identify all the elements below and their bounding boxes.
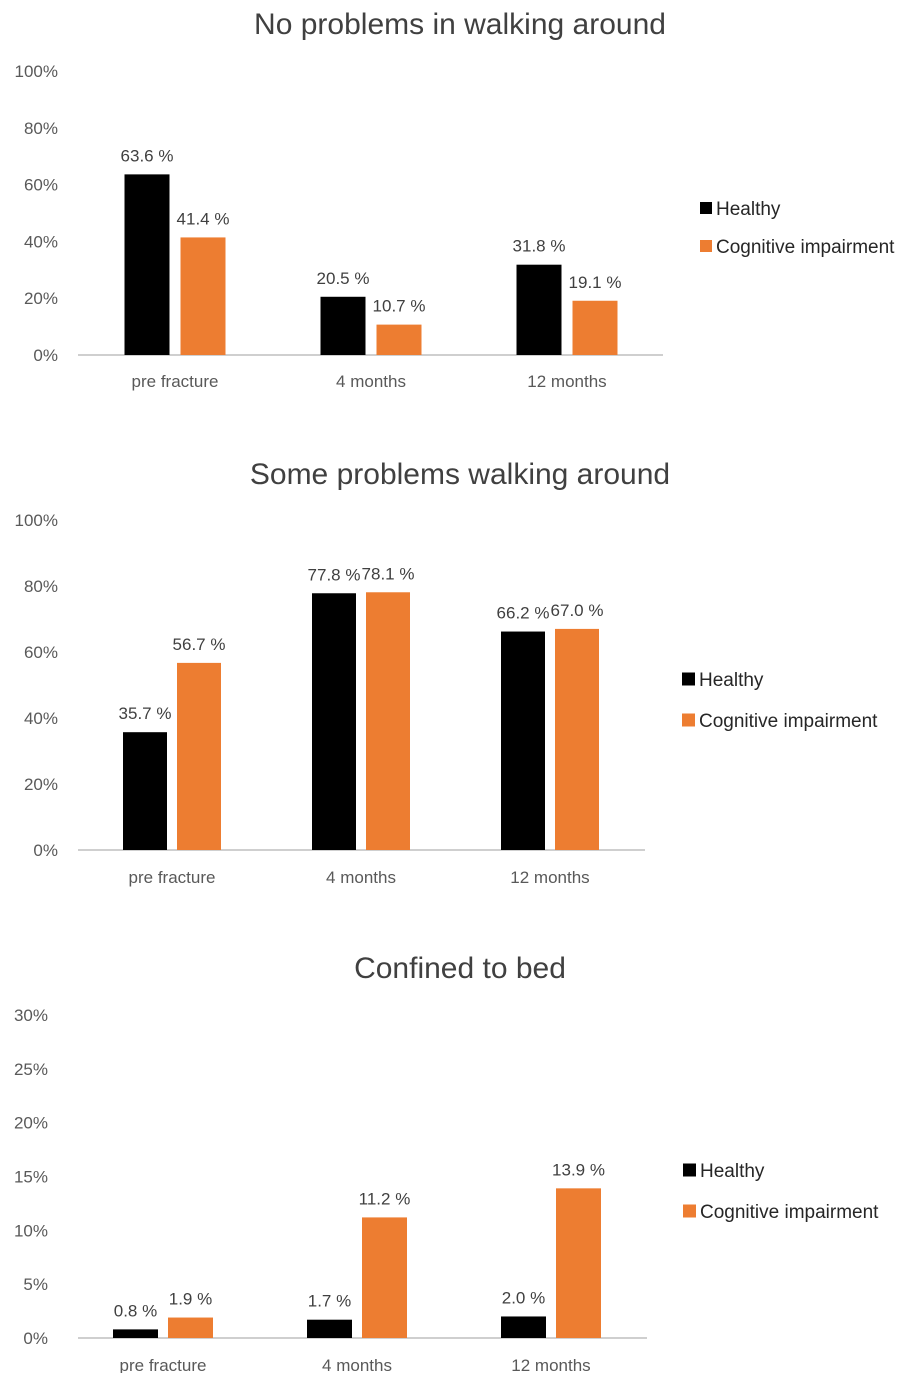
data-label: 1.9 %	[169, 1290, 212, 1309]
chart-title: Confined to bed	[354, 952, 566, 985]
bar-healthy	[124, 174, 170, 355]
x-category-label: 12 months	[510, 868, 589, 887]
data-label: 1.7 %	[308, 1292, 351, 1311]
y-tick-label: 5%	[23, 1275, 48, 1294]
legend-label: Cognitive impairment	[700, 1202, 879, 1223]
data-label: 20.5 %	[317, 269, 370, 288]
data-label: 0.8 %	[114, 1301, 157, 1320]
y-tick-label: 15%	[14, 1168, 48, 1187]
chart-some-problems-svg: Some problems walking around 0% 20% 40% 60% 8…	[15, 458, 879, 887]
legend-label: Cognitive impairment	[699, 711, 878, 732]
y-tick-label: 40%	[24, 232, 58, 251]
bar-healthy	[123, 732, 167, 850]
x-category-label: 4 months	[326, 868, 396, 887]
y-tick-label: 100%	[15, 62, 58, 81]
data-label: 63.6 %	[121, 146, 174, 165]
legend-swatch-healthy	[682, 672, 695, 686]
legend-swatch-cognitive-impairment	[700, 240, 712, 252]
data-label: 35.7 %	[119, 704, 172, 723]
x-category-label: pre fracture	[132, 372, 219, 391]
y-tick-label: 0%	[33, 841, 58, 860]
y-tick-label: 30%	[14, 1006, 48, 1025]
y-tick-label: 20%	[14, 1114, 48, 1133]
y-tick-label: 10%	[14, 1221, 48, 1240]
data-label: 13.9 %	[552, 1160, 605, 1179]
legend-label: Cognitive impairment	[716, 237, 895, 258]
legend-swatch-healthy	[683, 1163, 696, 1177]
x-category-label: pre fracture	[120, 1356, 207, 1373]
legend-swatch-cognitive-impairment	[683, 1204, 696, 1218]
legend-label: Healthy	[716, 199, 781, 220]
bar-cognitive-impairment	[177, 662, 221, 850]
x-category-label: pre fracture	[129, 868, 216, 887]
legend-label: Healthy	[699, 670, 764, 691]
data-label: 10.7 %	[373, 297, 426, 316]
chart-confined-to-bed: Confined to bed 0% 5% 10% 15% 20% 25% 30% 0.8 % 1…	[0, 945, 903, 1373]
y-tick-label: 80%	[24, 577, 58, 596]
bar-cognitive-impairment	[556, 1188, 601, 1338]
x-category-label: 12 months	[527, 372, 606, 391]
y-tick-label: 20%	[24, 289, 58, 308]
data-label: 41.4 %	[177, 209, 230, 228]
x-category-label: 4 months	[322, 1356, 392, 1373]
y-tick-label: 40%	[24, 709, 58, 728]
data-label: 78.1 %	[362, 564, 415, 583]
bar-healthy	[320, 296, 366, 355]
data-label: 77.8 %	[308, 565, 361, 584]
chart-title: No problems in walking around	[254, 8, 666, 41]
bar-healthy	[312, 593, 356, 850]
y-tick-label: 80%	[24, 119, 58, 138]
y-tick-label: 0%	[33, 346, 58, 365]
bar-cognitive-impairment	[362, 1217, 407, 1338]
x-category-label: 12 months	[511, 1356, 590, 1373]
legend-label: Healthy	[700, 1161, 765, 1182]
data-label: 31.8 %	[513, 237, 566, 256]
data-label: 66.2 %	[497, 604, 550, 623]
bar-healthy	[501, 631, 545, 850]
y-tick-label: 60%	[24, 176, 58, 195]
y-tick-label: 20%	[24, 775, 58, 794]
bar-cognitive-impairment	[366, 592, 410, 850]
bar-cognitive-impairment	[376, 324, 422, 355]
data-label: 56.7 %	[173, 635, 226, 654]
bar-cognitive-impairment	[168, 1317, 213, 1338]
bar-cognitive-impairment	[572, 300, 618, 355]
chart-no-problems: No problems in walking around 0% 20% 40% 60%…	[0, 0, 903, 440]
bar-healthy	[516, 264, 562, 355]
y-tick-label: 25%	[14, 1060, 48, 1079]
bar-healthy	[113, 1329, 158, 1338]
bar-healthy	[307, 1319, 352, 1338]
legend-swatch-healthy	[700, 202, 712, 214]
data-label: 19.1 %	[569, 273, 622, 292]
chart-some-problems: Some problems walking around 0% 20% 40% 60% 8…	[0, 450, 903, 900]
legend-swatch-cognitive-impairment	[682, 713, 695, 727]
chart-title: Some problems walking around	[250, 458, 670, 491]
y-tick-label: 0%	[23, 1329, 48, 1348]
bar-healthy	[501, 1316, 546, 1338]
data-label: 11.2 %	[359, 1189, 411, 1208]
bar-cognitive-impairment	[180, 237, 226, 355]
chart-confined-to-bed-svg: Confined to bed 0% 5% 10% 15% 20% 25% 30% 0.8 % 1…	[14, 952, 879, 1373]
y-tick-label: 60%	[24, 643, 58, 662]
bar-cognitive-impairment	[555, 628, 599, 850]
data-label: 67.0 %	[551, 601, 604, 620]
data-label: 2.0 %	[502, 1288, 545, 1307]
chart-no-problems-svg: No problems in walking around 0% 20% 40% 60%…	[15, 8, 896, 391]
y-tick-label: 100%	[15, 511, 58, 530]
x-category-label: 4 months	[336, 372, 406, 391]
